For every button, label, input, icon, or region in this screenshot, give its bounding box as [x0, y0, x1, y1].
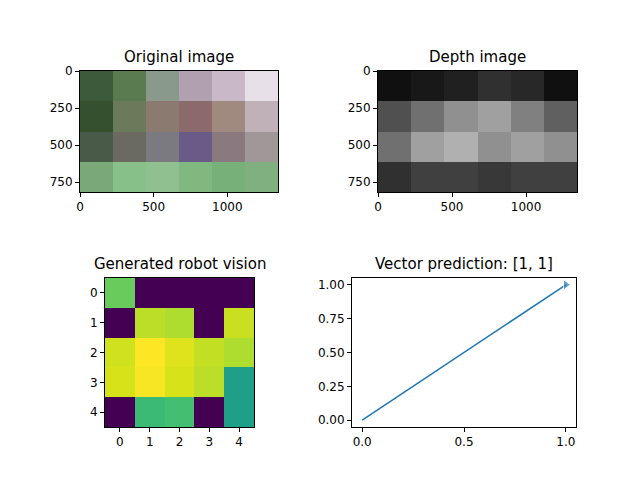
svg-text:250: 250 [50, 101, 73, 115]
svg-text:250: 250 [348, 101, 371, 115]
svg-text:3: 3 [205, 435, 213, 449]
svg-text:0.50: 0.50 [318, 346, 345, 360]
svg-text:750: 750 [348, 175, 371, 189]
svg-text:Vector prediction: [1, 1]: Vector prediction: [1, 1] [375, 255, 553, 273]
svg-text:1.0: 1.0 [556, 435, 575, 449]
svg-text:0: 0 [65, 64, 73, 78]
svg-text:4: 4 [235, 435, 243, 449]
svg-text:750: 750 [50, 175, 73, 189]
svg-text:Generated robot vision: Generated robot vision [94, 255, 266, 273]
svg-text:Depth image: Depth image [429, 48, 526, 66]
svg-text:0.5: 0.5 [454, 435, 473, 449]
svg-text:500: 500 [441, 200, 464, 214]
svg-text:0.00: 0.00 [318, 413, 345, 427]
svg-text:0: 0 [374, 200, 382, 214]
svg-text:0.0: 0.0 [353, 435, 372, 449]
svg-text:2: 2 [90, 346, 98, 360]
svg-text:500: 500 [348, 138, 371, 152]
svg-text:1: 1 [90, 316, 98, 330]
svg-text:500: 500 [142, 200, 165, 214]
svg-text:500: 500 [50, 138, 73, 152]
svg-text:1000: 1000 [511, 200, 542, 214]
svg-text:0: 0 [363, 64, 371, 78]
svg-text:4: 4 [90, 405, 98, 419]
svg-text:0.75: 0.75 [318, 312, 345, 326]
svg-text:0: 0 [90, 286, 98, 300]
svg-text:0.25: 0.25 [318, 380, 345, 394]
svg-text:0: 0 [76, 200, 84, 214]
svg-text:1.00: 1.00 [318, 278, 345, 292]
svg-text:3: 3 [90, 376, 98, 390]
svg-text:0: 0 [116, 435, 124, 449]
svg-text:Original image: Original image [124, 48, 234, 66]
svg-text:1000: 1000 [212, 200, 243, 214]
svg-text:1: 1 [146, 435, 154, 449]
svg-text:2: 2 [176, 435, 184, 449]
